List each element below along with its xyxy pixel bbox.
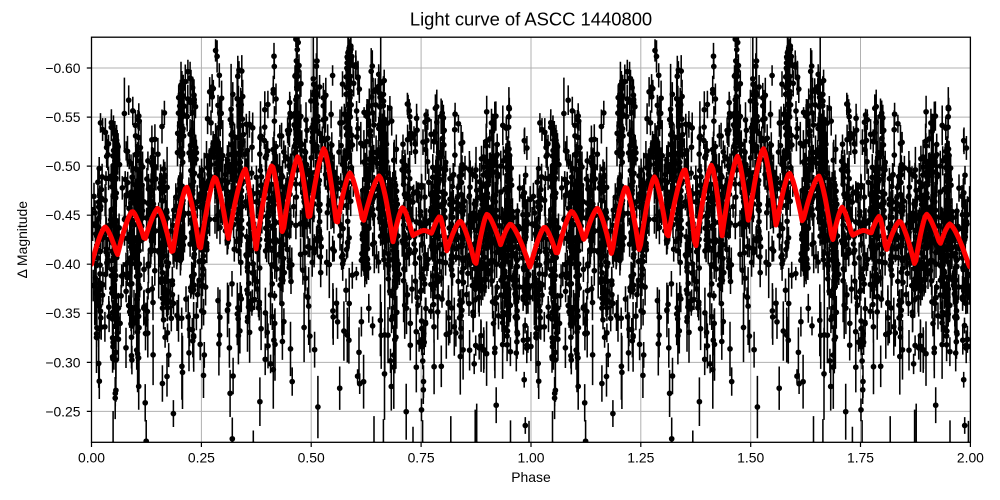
svg-text:−0.55: −0.55	[45, 109, 80, 125]
svg-text:−0.45: −0.45	[45, 207, 80, 223]
svg-text:1.25: 1.25	[627, 449, 654, 465]
svg-text:1.75: 1.75	[847, 449, 874, 465]
svg-text:1.00: 1.00	[517, 449, 544, 465]
svg-text:2.00: 2.00	[957, 449, 984, 465]
svg-text:Phase: Phase	[511, 469, 551, 485]
svg-text:0.00: 0.00	[78, 449, 105, 465]
svg-text:−0.60: −0.60	[45, 60, 80, 76]
svg-text:−0.35: −0.35	[45, 305, 80, 321]
svg-text:0.75: 0.75	[408, 449, 435, 465]
svg-text:Δ Magnitude: Δ Magnitude	[14, 201, 30, 279]
svg-text:−0.30: −0.30	[45, 354, 80, 370]
svg-text:−0.25: −0.25	[45, 403, 80, 419]
svg-text:−0.50: −0.50	[45, 158, 80, 174]
svg-text:Light curve of ASCC 1440800: Light curve of ASCC 1440800	[410, 9, 652, 30]
svg-text:0.25: 0.25	[188, 449, 215, 465]
svg-text:0.50: 0.50	[298, 449, 325, 465]
svg-text:1.50: 1.50	[737, 449, 764, 465]
svg-text:−0.40: −0.40	[45, 256, 80, 272]
